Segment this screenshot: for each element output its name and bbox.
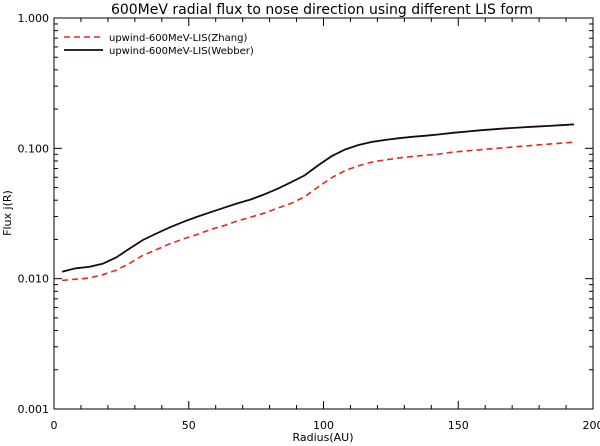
legend-label-1: upwind-600MeV-LIS(Zhang) <box>109 33 247 44</box>
axis-ticks: 0 50 100 150 200 0.001 0.010 0.100 1.000 <box>18 12 600 432</box>
y-tick-label: 1.000 <box>18 12 50 25</box>
y-tick-label: 0.010 <box>18 273 50 286</box>
x-tick-label: 200 <box>583 419 600 432</box>
y-tick-label: 0.100 <box>18 142 50 155</box>
y-tick-label: 0.001 <box>18 403 50 416</box>
x-tick-label: 0 <box>51 419 58 432</box>
x-tick-label: 50 <box>182 419 196 432</box>
plot-frame <box>53 17 594 410</box>
x-tick-label: 150 <box>448 419 469 432</box>
series-line-2 <box>61 123 575 273</box>
legend: upwind-600MeV-LIS(Zhang) upwind-600MeV-LI… <box>64 33 254 57</box>
chart-title: 600MeV radial flux to nose direction usi… <box>111 2 533 18</box>
series-line-1 <box>62 141 575 282</box>
y-axis-label: Flux j(R) <box>1 190 14 236</box>
x-axis-label: Radius(AU) <box>292 431 353 444</box>
x-tick-label: 100 <box>313 419 334 432</box>
legend-label-2: upwind-600MeV-LIS(Webber) <box>109 46 254 57</box>
series-lines <box>61 123 575 282</box>
